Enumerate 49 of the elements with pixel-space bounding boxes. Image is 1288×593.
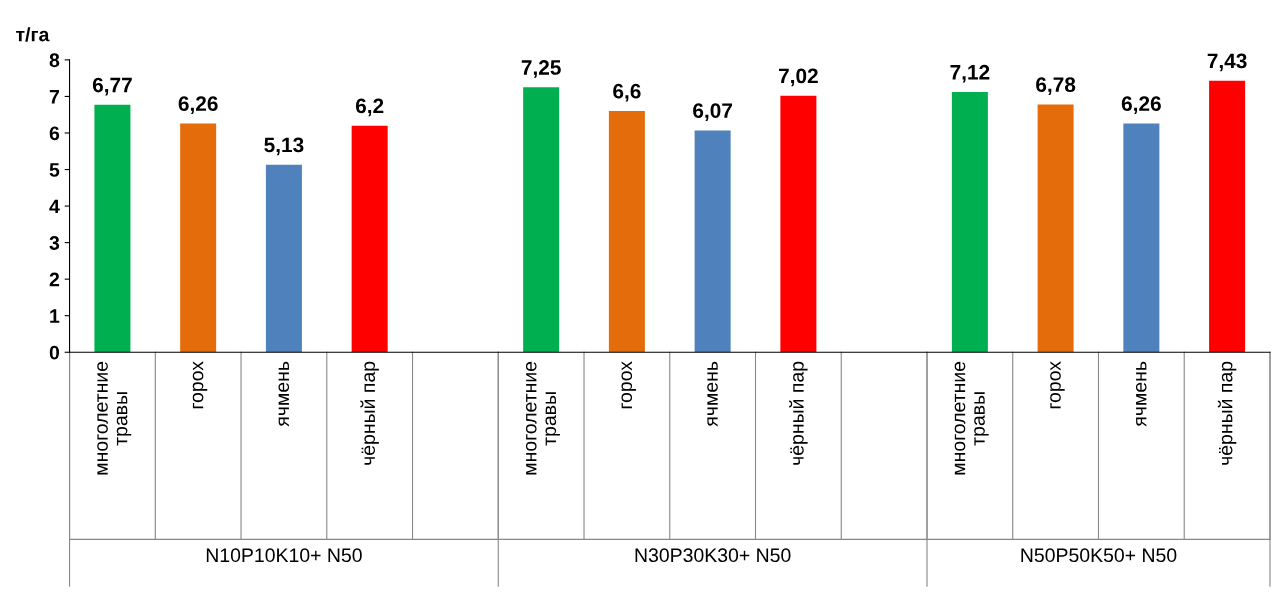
data-label: 6,2 <box>355 98 384 117</box>
bar <box>1209 80 1246 353</box>
data-label: 7,25 <box>521 60 561 78</box>
x-tick-label: чёрный пар <box>789 361 808 465</box>
data-label: 7,02 <box>779 68 818 87</box>
text: N50P50K50+ N50 <box>1021 548 1177 563</box>
y-tick-label: 6 <box>49 126 60 141</box>
data-label: 6,26 <box>178 96 218 115</box>
y-tick-label: 8 <box>49 53 60 68</box>
y-tick-label: 3 <box>49 236 60 250</box>
x-tick-label: многолетние травы <box>97 361 132 475</box>
bar <box>694 130 731 353</box>
bar <box>265 164 302 353</box>
y-tick-label: 4 <box>49 199 60 214</box>
data-label: 7,12 <box>950 64 990 83</box>
x-tick-label: ячмень <box>1135 361 1147 427</box>
x-tick-label: горох <box>621 361 636 409</box>
text: N10P10K10+ N50 <box>206 548 362 563</box>
y-tick-label: 5 <box>49 163 60 177</box>
bar <box>608 111 645 353</box>
bar <box>951 92 988 353</box>
data-label: 6,07 <box>693 103 732 121</box>
y-tick-label: 2 <box>49 272 60 287</box>
y-tick-label: 1 <box>50 309 60 323</box>
x-tick-label: многолетние травы <box>954 361 989 475</box>
x-tick-label: горох <box>192 361 208 409</box>
bar <box>1123 123 1160 353</box>
bar <box>94 104 131 353</box>
y-axis-title: т/га <box>16 27 50 42</box>
bar <box>1037 104 1074 353</box>
bar <box>180 123 217 353</box>
bar <box>523 87 560 353</box>
y-tick-label: 7 <box>49 90 59 104</box>
data-label: 5,13 <box>264 137 304 156</box>
data-label: 7,43 <box>1207 53 1247 72</box>
bar <box>351 125 388 353</box>
data-label: 6,78 <box>1036 77 1076 96</box>
data-label: 6,26 <box>1121 96 1161 115</box>
y-tick-label: 0 <box>49 345 60 360</box>
bar <box>780 95 817 353</box>
text: N30P30K30+ N50 <box>635 548 791 563</box>
x-tick-label: ячмень <box>707 361 718 427</box>
x-tick-label: ячмень <box>278 361 290 427</box>
data-label: 6,6 <box>613 83 641 102</box>
x-tick-label: чёрный пар <box>1217 361 1237 465</box>
x-tick-label: чёрный пар <box>360 361 379 465</box>
data-label: 6,77 <box>92 77 132 96</box>
x-tick-label: многолетние травы <box>525 361 560 475</box>
x-tick-label: горох <box>1050 361 1065 409</box>
